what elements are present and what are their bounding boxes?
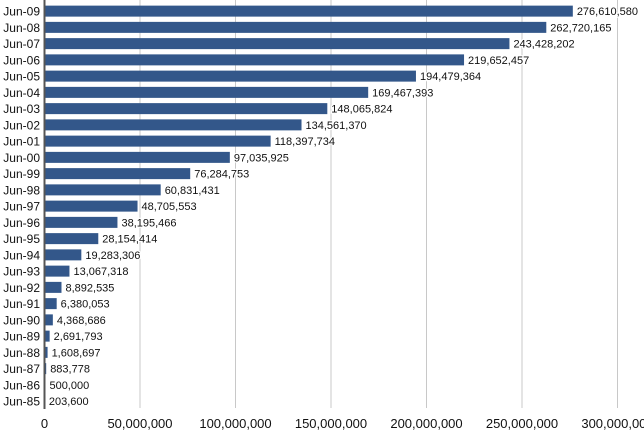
bar: [44, 330, 50, 342]
data-label: 4,368,686: [57, 315, 106, 327]
y-tick-label: Jun-04: [3, 86, 40, 100]
data-label: 219,652,457: [468, 55, 529, 67]
bar: [44, 216, 118, 228]
bar: [44, 54, 465, 66]
data-label: 148,065,824: [331, 104, 392, 116]
bar: [44, 298, 57, 310]
data-label: 276,610,580: [577, 6, 638, 18]
bar: [44, 151, 230, 163]
y-tick-label: Jun-94: [3, 248, 40, 262]
data-label: 13,067,318: [73, 266, 128, 278]
bar: [44, 200, 138, 212]
data-label: 169,467,393: [372, 87, 433, 99]
bar: [44, 168, 191, 180]
data-label: 28,154,414: [102, 234, 157, 246]
y-tick-label: Jun-97: [3, 200, 40, 214]
y-tick-label: Jun-89: [3, 330, 40, 344]
x-tick-label: 250,000,000: [486, 416, 558, 431]
x-tick-label: 100,000,000: [199, 416, 271, 431]
data-label: 134,561,370: [306, 120, 367, 132]
bar: [44, 86, 369, 98]
y-tick-label: Jun-92: [3, 281, 40, 295]
y-tick-label: Jun-95: [3, 232, 40, 246]
data-label: 38,195,466: [121, 217, 176, 229]
bar: [44, 314, 53, 326]
y-tick-label: Jun-93: [3, 265, 40, 279]
y-tick-label: Jun-96: [3, 216, 40, 230]
bar: [44, 346, 48, 358]
data-label: 203,600: [49, 396, 89, 408]
bar: [44, 233, 99, 245]
data-label: 883,778: [50, 364, 90, 376]
y-tick-label: Jun-98: [3, 183, 40, 197]
data-label: 19,283,306: [85, 250, 140, 262]
data-label: 6,380,053: [61, 299, 110, 311]
y-tick-label: Jun-07: [3, 37, 40, 51]
data-label: 243,428,202: [513, 39, 574, 51]
data-label: 118,397,734: [275, 136, 335, 148]
y-tick-label: Jun-01: [3, 135, 40, 149]
y-tick-label: Jun-00: [3, 151, 40, 165]
y-tick-label: Jun-87: [3, 362, 40, 376]
x-tick-label: 200,000,000: [390, 416, 462, 431]
data-label: 76,284,753: [194, 169, 249, 181]
y-tick-label: Jun-86: [3, 378, 40, 392]
y-tick-label: Jun-85: [3, 395, 40, 409]
bar: [44, 38, 510, 50]
bar: [44, 21, 547, 33]
data-label: 194,479,364: [420, 71, 481, 83]
x-tick-label: 50,000,000: [107, 416, 172, 431]
data-label: 2,691,793: [54, 331, 103, 343]
data-label: 500,000: [49, 380, 89, 392]
y-tick-label: Jun-05: [3, 70, 40, 84]
y-tick-label: Jun-06: [3, 53, 40, 67]
bar: [44, 249, 82, 261]
x-tick-label: 150,000,000: [295, 416, 367, 431]
data-label: 60,831,431: [165, 185, 220, 197]
x-tick-label: 300,000,000: [581, 416, 644, 431]
data-label: 97,035,925: [234, 152, 289, 164]
data-label: 1,608,697: [52, 347, 101, 359]
y-tick-label: Jun-88: [3, 346, 40, 360]
data-label: 262,720,165: [550, 22, 611, 34]
bar: [44, 5, 573, 17]
bar: [44, 135, 271, 147]
y-tick-label: Jun-08: [3, 21, 40, 35]
bar: [44, 184, 161, 196]
bar: [44, 281, 62, 293]
y-tick-label: Jun-03: [3, 102, 40, 116]
y-tick-label: Jun-99: [3, 167, 40, 181]
x-tick-label: 0: [41, 416, 48, 431]
bar: [44, 265, 70, 277]
y-tick-label: Jun-02: [3, 118, 40, 132]
y-tick-label: Jun-90: [3, 313, 40, 327]
bar: [44, 119, 302, 131]
bar: [44, 70, 416, 82]
y-tick-label: Jun-09: [3, 5, 40, 19]
data-label: 48,705,553: [142, 201, 197, 213]
y-tick-label: Jun-91: [3, 297, 40, 311]
bar: [44, 103, 328, 115]
data-label: 8,892,535: [65, 282, 114, 294]
